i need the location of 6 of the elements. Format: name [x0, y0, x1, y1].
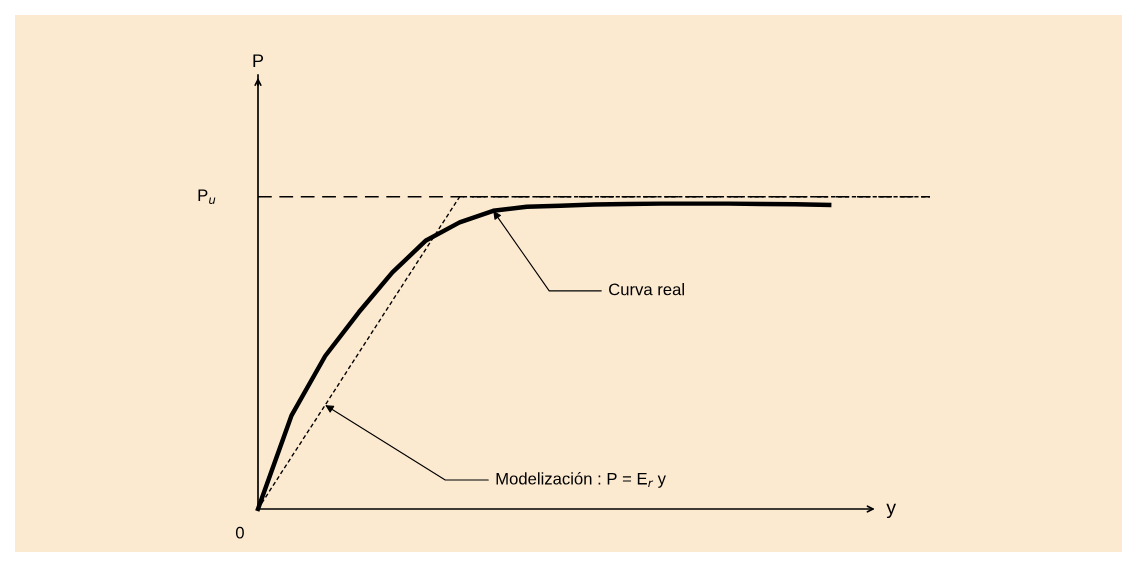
text: P	[253, 54, 264, 67]
text: 0	[235, 526, 244, 539]
annotation: Modelización : P = E$_{r}$ y	[496, 472, 666, 488]
annotation: Curva real	[609, 283, 684, 296]
ref-line-label: P$_{u}$	[198, 189, 216, 204]
x-axis-title: y	[886, 503, 897, 519]
